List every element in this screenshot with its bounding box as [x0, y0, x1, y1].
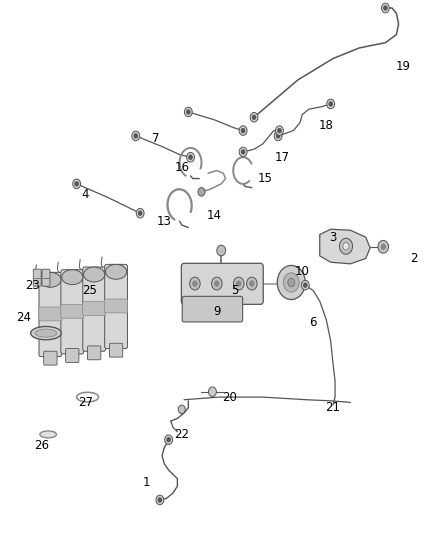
Text: 22: 22: [174, 428, 189, 441]
Circle shape: [156, 495, 164, 505]
FancyBboxPatch shape: [83, 267, 106, 351]
Circle shape: [134, 134, 138, 138]
Circle shape: [132, 131, 140, 141]
Text: 1: 1: [143, 476, 151, 489]
Circle shape: [241, 128, 245, 133]
Polygon shape: [320, 229, 370, 264]
Text: 15: 15: [258, 172, 272, 185]
FancyBboxPatch shape: [61, 304, 84, 318]
Circle shape: [237, 281, 241, 286]
Circle shape: [167, 438, 170, 442]
Text: 2: 2: [410, 252, 418, 265]
Circle shape: [276, 134, 280, 138]
Circle shape: [233, 277, 244, 290]
Circle shape: [178, 405, 185, 414]
Circle shape: [187, 110, 190, 114]
Text: 6: 6: [309, 316, 317, 329]
Circle shape: [288, 278, 295, 287]
Text: 13: 13: [157, 215, 172, 228]
Circle shape: [276, 126, 283, 135]
Ellipse shape: [40, 272, 61, 287]
Text: 19: 19: [396, 60, 410, 73]
Text: 17: 17: [275, 151, 290, 164]
FancyBboxPatch shape: [42, 269, 50, 286]
Ellipse shape: [35, 329, 57, 337]
Text: 18: 18: [319, 119, 334, 132]
Circle shape: [138, 211, 142, 215]
FancyBboxPatch shape: [88, 346, 101, 360]
Circle shape: [278, 128, 281, 133]
FancyBboxPatch shape: [44, 351, 57, 365]
Circle shape: [73, 179, 81, 189]
Ellipse shape: [84, 267, 105, 282]
Circle shape: [277, 265, 305, 300]
Text: 5: 5: [231, 284, 238, 297]
Circle shape: [250, 281, 254, 286]
Circle shape: [329, 102, 332, 106]
Circle shape: [381, 244, 385, 249]
Text: 27: 27: [78, 396, 93, 409]
FancyBboxPatch shape: [110, 343, 123, 357]
Text: 10: 10: [295, 265, 310, 278]
FancyBboxPatch shape: [105, 264, 127, 349]
Text: 4: 4: [81, 188, 89, 201]
Circle shape: [158, 498, 162, 502]
Circle shape: [184, 107, 192, 117]
Circle shape: [250, 112, 258, 122]
Circle shape: [136, 208, 144, 218]
Circle shape: [247, 277, 257, 290]
Text: 21: 21: [325, 401, 340, 414]
Text: 3: 3: [329, 231, 336, 244]
Circle shape: [384, 6, 387, 10]
Circle shape: [198, 188, 205, 196]
Circle shape: [215, 281, 219, 286]
FancyBboxPatch shape: [181, 263, 263, 304]
Text: 9: 9: [213, 305, 221, 318]
Circle shape: [343, 243, 349, 250]
FancyBboxPatch shape: [39, 272, 62, 357]
Circle shape: [283, 273, 299, 292]
Circle shape: [165, 435, 173, 445]
Circle shape: [339, 238, 353, 254]
FancyBboxPatch shape: [182, 296, 243, 322]
Circle shape: [217, 245, 226, 256]
Circle shape: [301, 280, 309, 290]
Circle shape: [190, 277, 200, 290]
Circle shape: [378, 240, 389, 253]
Circle shape: [189, 155, 192, 159]
FancyBboxPatch shape: [33, 269, 41, 286]
Circle shape: [304, 283, 307, 287]
Circle shape: [187, 152, 194, 162]
Circle shape: [381, 3, 389, 13]
Ellipse shape: [62, 270, 83, 285]
Text: 26: 26: [34, 439, 49, 451]
Circle shape: [239, 147, 247, 157]
Circle shape: [193, 281, 197, 286]
FancyBboxPatch shape: [83, 302, 106, 316]
Text: 14: 14: [207, 209, 222, 222]
Circle shape: [75, 182, 78, 186]
Circle shape: [241, 150, 245, 154]
Ellipse shape: [106, 264, 127, 279]
Text: 23: 23: [25, 279, 40, 292]
FancyBboxPatch shape: [105, 299, 127, 313]
Circle shape: [327, 99, 335, 109]
Text: 20: 20: [223, 391, 237, 403]
FancyBboxPatch shape: [61, 270, 84, 354]
Ellipse shape: [40, 431, 57, 438]
Ellipse shape: [31, 326, 61, 340]
Text: 25: 25: [82, 284, 97, 297]
Text: 24: 24: [17, 311, 32, 324]
Circle shape: [212, 277, 222, 290]
FancyBboxPatch shape: [66, 349, 79, 362]
Text: 7: 7: [152, 132, 159, 145]
Circle shape: [252, 115, 256, 119]
Circle shape: [274, 131, 282, 141]
FancyBboxPatch shape: [39, 307, 62, 321]
Text: 16: 16: [174, 161, 189, 174]
Circle shape: [239, 126, 247, 135]
Circle shape: [208, 387, 216, 397]
